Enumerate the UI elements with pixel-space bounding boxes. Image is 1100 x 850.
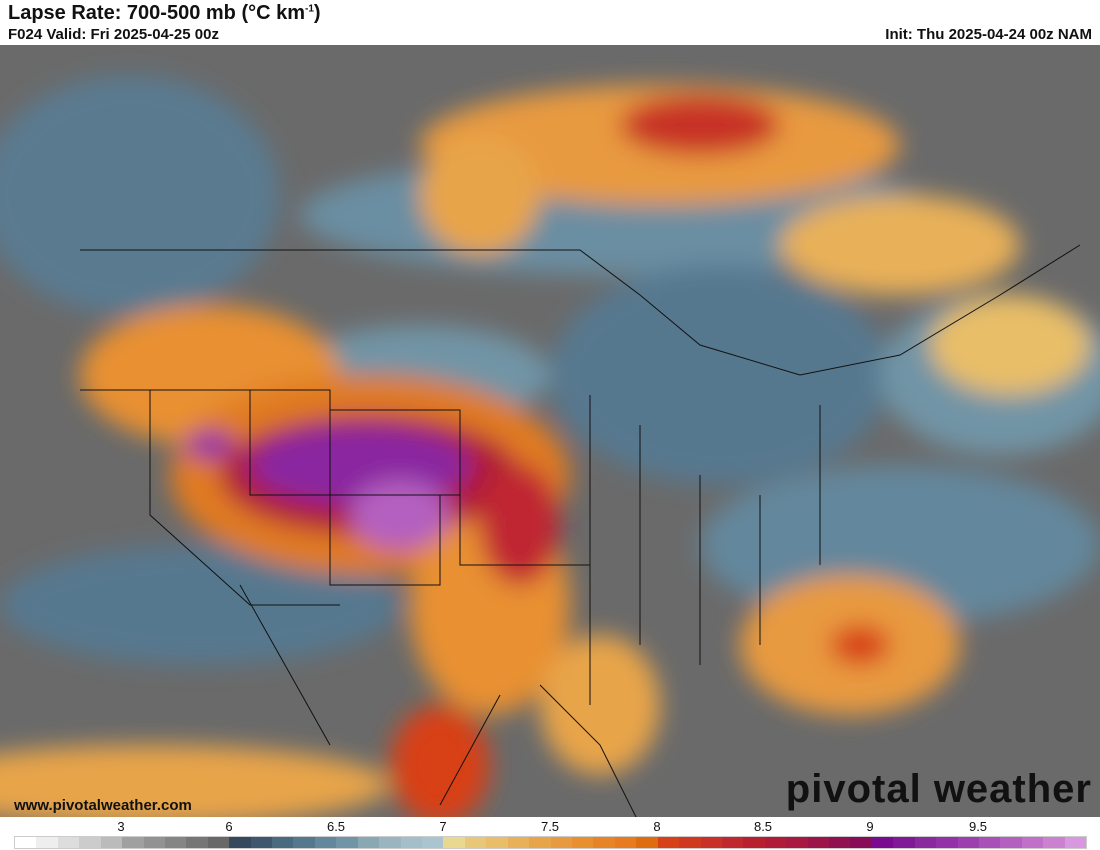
colorbar-cell [79,837,101,848]
colorbar-cell [1000,837,1022,848]
colorbar-label: 8 [653,819,661,834]
colorbar-cell [1043,837,1065,848]
colorbar-cell [1021,837,1044,848]
colorbar-label: 6 [225,819,233,834]
colorbar-cell [422,837,444,848]
colorbar-cell [593,837,615,848]
colorbar-cell [700,837,722,848]
colorbar-cell [379,837,401,848]
lapse-rate-map[interactable]: www.pivotalweather.com pivotal weather [0,45,1100,817]
colorbar-cell [764,837,787,848]
colorbar-cell [336,837,358,848]
colorbar-cell [829,837,851,848]
colorbar-cell [186,837,208,848]
colorbar-cell [614,837,637,848]
colorbar-cell [15,837,37,848]
colorbar-cell [207,837,230,848]
pivotal-weather-logo: pivotal weather [785,767,1092,811]
website-text[interactable]: www.pivotalweather.com [14,797,192,814]
colorbar-cell [486,837,508,848]
map-title: Lapse Rate: 700-500 mb (°C km-1) [8,2,321,25]
colorbar-cell [1064,837,1087,848]
colorbar-cell [550,837,572,848]
colorbar-cell [314,837,337,848]
colorbar-label: 6.5 [326,819,346,834]
colorbar-cell [443,837,465,848]
colorbar-cell [100,837,123,848]
colorbar-cell [807,837,830,848]
colorbar-cell [250,837,273,848]
title-end: ) [313,2,321,24]
colorbar-cell [229,837,251,848]
colorbar-cell [57,837,80,848]
colorbar-cell [657,837,680,848]
map-fields [0,75,1100,817]
colorbar-label: 3 [117,819,125,834]
colorbar-cell [743,837,765,848]
colorbar-cell [272,837,294,848]
colorbar-cell [293,837,315,848]
colorbar-label: 9.5 [968,819,988,834]
colorbar-label: 9 [866,819,874,834]
colorbar-cell [164,837,187,848]
colorbar-cell [786,837,808,848]
colorbar-cell [978,837,1001,848]
colorbar [14,836,1087,849]
title-text: Lapse Rate: 700-500 mb (°C km [8,2,306,24]
colorbar-cell [400,837,423,848]
colorbar-label: 7 [439,819,447,834]
colorbar-cell [850,837,872,848]
colorbar-cell [571,837,594,848]
colorbar-cell [957,837,979,848]
colorbar-cell [893,837,915,848]
colorbar-cell [36,837,58,848]
border-line [80,244,1081,376]
valid-time: F024 Valid: Fri 2025-04-25 00z [8,26,219,43]
colorbar-cell [871,837,894,848]
colorbar-label: 7.5 [540,819,560,834]
colorbar-cell [636,837,658,848]
colorbar-cell [357,837,380,848]
colorbar-cell [122,837,144,848]
colorbar-cell [143,837,165,848]
title-superscript: -1 [305,3,314,15]
colorbar-cell [679,837,701,848]
colorbar-label: 8.5 [753,819,773,834]
colorbar-cell [464,837,487,848]
colorbar-cell [529,837,551,848]
init-time: Init: Thu 2025-04-24 00z NAM [885,26,1092,43]
colorbar-cell [721,837,744,848]
colorbar-cell [914,837,937,848]
colorbar-cell [936,837,958,848]
colorbar-cell [507,837,530,848]
